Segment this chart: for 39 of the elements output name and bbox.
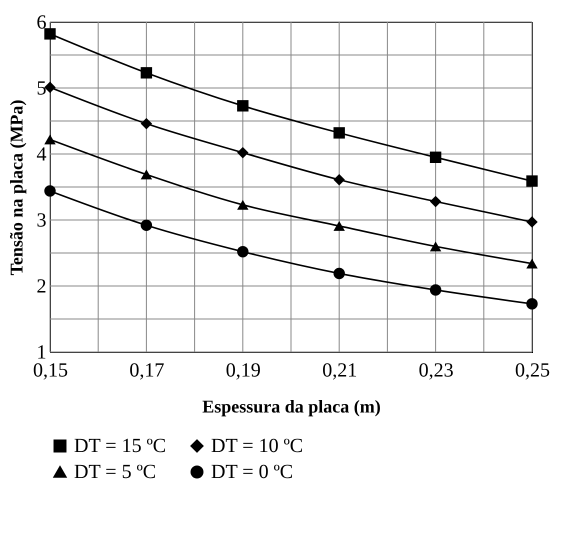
y-tick-label: 4 bbox=[36, 144, 46, 166]
point bbox=[526, 175, 538, 187]
legend-label: DT = 5 ºC bbox=[74, 461, 156, 483]
point bbox=[44, 185, 56, 197]
x-tick-label: 0,25 bbox=[515, 360, 550, 382]
point bbox=[526, 216, 538, 228]
point bbox=[430, 196, 442, 208]
point bbox=[140, 67, 152, 79]
point bbox=[334, 174, 345, 186]
x-tick-label: 0,21 bbox=[322, 360, 358, 382]
point bbox=[430, 241, 442, 252]
point bbox=[140, 220, 152, 231]
x-tick-label: 0,19 bbox=[226, 360, 261, 382]
point bbox=[44, 134, 56, 144]
y-tick-label: 5 bbox=[36, 78, 46, 100]
point bbox=[334, 268, 345, 280]
point bbox=[430, 284, 442, 296]
point bbox=[140, 118, 152, 130]
y-axis-title: Tensão na placa (MPa) bbox=[6, 100, 26, 276]
legend-label: DT = 10 ºC bbox=[211, 435, 304, 457]
point bbox=[526, 258, 538, 268]
point bbox=[334, 221, 345, 231]
x-tick-label: 0,23 bbox=[418, 360, 454, 382]
y-tick-label: 6 bbox=[36, 12, 46, 34]
point bbox=[237, 200, 248, 210]
point bbox=[334, 127, 345, 139]
point bbox=[430, 152, 442, 163]
point bbox=[237, 246, 248, 258]
x-axis-title: Espessura da placa (m) bbox=[202, 396, 381, 416]
legend-label: DT = 0 ºC bbox=[211, 461, 294, 483]
legend-label: DT = 15 ºC bbox=[74, 435, 166, 457]
point bbox=[237, 100, 248, 112]
y-tick-label: 3 bbox=[36, 210, 46, 232]
point bbox=[526, 298, 538, 310]
point bbox=[44, 28, 56, 40]
x-tick-label: 0,17 bbox=[129, 360, 164, 382]
point bbox=[237, 146, 248, 158]
y-tick-label: 2 bbox=[36, 276, 46, 298]
point bbox=[140, 170, 152, 180]
